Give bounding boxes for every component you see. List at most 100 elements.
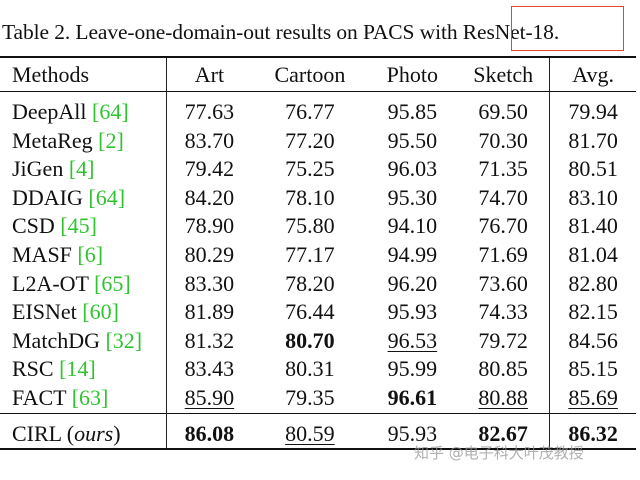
spacer-row (0, 412, 636, 420)
column-header-art: Art (166, 56, 253, 92)
table-row: RSC [14] 83.43 80.31 95.99 80.85 85.15 (0, 355, 636, 384)
watermark-text: 知乎 @电子科大叶茂教授 (414, 444, 584, 462)
method-name: MetaReg (12, 127, 93, 153)
value-cell: 79.35 (285, 384, 335, 410)
value-cell-second-best: 80.88 (457, 383, 551, 414)
value-cell: 71.69 (457, 240, 551, 270)
value-cell: 79.42 (184, 156, 235, 182)
method-cell: L2A-OT [65] (0, 269, 167, 299)
value-cell: 81.40 (568, 213, 618, 239)
table-row: L2A-OT [65] 83.30 78.20 96.20 73.60 82.8… (0, 269, 636, 299)
method-cell: DeepAll [64] (0, 98, 167, 127)
value-cell: 77.17 (285, 241, 335, 267)
caption-highlight-text: ResNet-18 (462, 20, 554, 44)
citation-link[interactable]: [4] (68, 156, 95, 182)
value-cell: 80.31 (285, 356, 335, 382)
value-cell: 75.80 (285, 213, 335, 239)
method-name: MatchDG (12, 327, 100, 353)
method-cell: DDAIG [64] (0, 183, 167, 213)
value-cell: 80.29 (184, 241, 235, 267)
header-row: Methods Art Cartoon Photo Sketch Avg. (0, 56, 636, 92)
value-cell-best: 80.70 (285, 327, 335, 353)
value-cell-best: 86.32 (549, 419, 636, 451)
citation-link[interactable]: [45] (60, 213, 97, 239)
table-row: MatchDG [32] 81.32 80.70 96.53 79.72 84.… (0, 326, 636, 356)
value-cell: 76.44 (285, 299, 335, 325)
table-row: MetaReg [2] 83.70 77.20 95.50 70.30 81.7… (0, 126, 636, 156)
method-name: DeepAll (12, 99, 87, 124)
results-table: Methods Art Cartoon Photo Sketch Avg. De… (0, 56, 636, 451)
highlight-box (511, 6, 624, 51)
method-cell: CSD [45] (0, 212, 167, 241)
method-name: CIRL (12, 420, 62, 446)
citation-link[interactable]: [65] (94, 270, 131, 296)
spacer-row (0, 91, 636, 98)
value-cell-second-best: 96.53 (387, 327, 438, 353)
value-cell: 82.80 (568, 270, 618, 296)
citation-link[interactable]: [2] (98, 127, 124, 153)
value-cell: 73.60 (457, 269, 551, 299)
citation-link[interactable]: [14] (59, 356, 96, 382)
value-cell: 85.15 (568, 356, 618, 382)
value-cell-best: 82.67 (457, 419, 551, 451)
value-cell-second-best: 85.69 (568, 384, 618, 410)
value-cell: 84.56 (568, 327, 618, 353)
caption-prefix: Table 2. Leave-one-domain-out results on… (2, 20, 463, 44)
value-cell: 94.99 (387, 241, 438, 267)
value-cell: 81.04 (568, 241, 618, 267)
citation-link[interactable]: [32] (105, 327, 143, 353)
value-cell: 81.32 (184, 327, 235, 353)
method-cell: RSC [14] (0, 355, 167, 384)
table-row: MASF [6] 80.29 77.17 94.99 71.69 81.04 (0, 240, 636, 270)
value-cell-second-best: 85.90 (184, 384, 235, 410)
citation-link[interactable]: [60] (82, 299, 119, 325)
value-cell: 77.20 (285, 127, 335, 153)
method-cell: MatchDG [32] (0, 326, 167, 356)
value-cell-second-best: 80.59 (252, 419, 368, 451)
value-cell: 83.30 (184, 270, 235, 296)
value-cell: 95.93 (387, 299, 438, 325)
value-cell: 78.10 (285, 184, 335, 210)
value-cell: 95.99 (387, 356, 438, 382)
value-cell: 83.70 (184, 127, 235, 153)
value-cell: 80.51 (568, 156, 618, 182)
value-cell: 81.89 (184, 299, 235, 325)
value-cell: 95.85 (387, 99, 438, 124)
table-row: EISNet [60] 81.89 76.44 95.93 74.33 82.1… (0, 298, 636, 327)
value-cell: 95.93 (367, 419, 458, 451)
method-name: RSC (12, 356, 54, 382)
value-cell: 76.77 (285, 99, 335, 124)
value-cell: 74.70 (457, 183, 551, 213)
value-cell: 94.10 (387, 213, 438, 239)
column-header-methods: Methods (0, 56, 167, 92)
value-cell: 77.63 (184, 99, 235, 124)
method-note: ours (74, 420, 114, 446)
value-cell: 74.33 (457, 298, 551, 327)
value-cell: 76.70 (457, 212, 551, 241)
column-header-cartoon: Cartoon (252, 56, 368, 92)
value-cell: 71.35 (457, 155, 551, 184)
value-cell: 75.25 (285, 156, 335, 182)
method-name: CSD (12, 213, 55, 239)
citation-link[interactable]: [64] (92, 99, 129, 124)
value-cell-best: 96.61 (387, 384, 438, 410)
citation-link[interactable]: [6] (77, 241, 104, 267)
method-cell: CIRL (ours) (0, 419, 167, 451)
column-header-avg: Avg. (549, 56, 636, 92)
value-cell: 83.10 (568, 184, 618, 210)
table-row: CSD [45] 78.90 75.80 94.10 76.70 81.40 (0, 212, 636, 241)
method-cell: JiGen [4] (0, 155, 167, 184)
table-row: DeepAll [64] 77.63 76.77 95.85 69.50 79.… (0, 98, 636, 127)
table-caption: Table 2. Leave-one-domain-out results on… (2, 20, 559, 45)
value-cell-best: 86.08 (166, 419, 253, 451)
value-cell: 82.15 (568, 299, 618, 325)
method-name: FACT (12, 384, 67, 410)
value-cell: 69.50 (457, 98, 551, 127)
citation-link[interactable]: [63] (71, 384, 109, 410)
value-cell: 80.85 (457, 355, 551, 384)
value-cell: 70.30 (457, 126, 551, 156)
value-cell: 78.90 (184, 213, 235, 239)
method-name: MASF (12, 241, 72, 267)
method-cell: FACT [63] (0, 383, 167, 414)
citation-link[interactable]: [64] (88, 184, 126, 210)
